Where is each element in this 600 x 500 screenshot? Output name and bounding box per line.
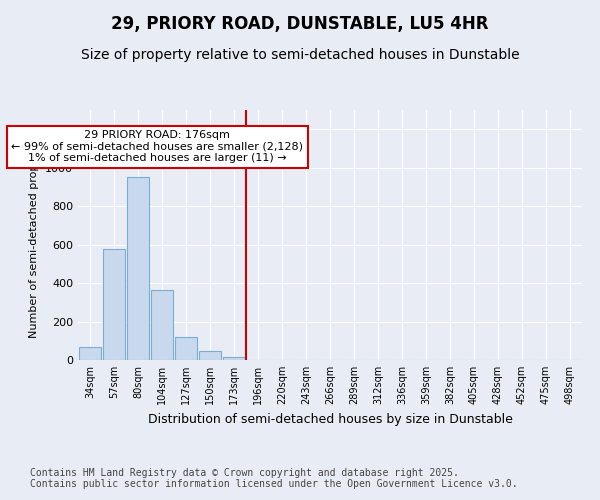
- Bar: [103, 250, 125, 360]
- Text: 29 PRIORY ROAD: 176sqm
← 99% of semi-detached houses are smaller (2,128)
1% of s: 29 PRIORY ROAD: 176sqm ← 99% of semi-det…: [11, 130, 303, 164]
- Y-axis label: Number of semi-detached properties: Number of semi-detached properties: [29, 132, 40, 338]
- X-axis label: Distribution of semi-detached houses by size in Dunstable: Distribution of semi-detached houses by …: [148, 412, 512, 426]
- Bar: [223, 357, 245, 360]
- Text: 29, PRIORY ROAD, DUNSTABLE, LU5 4HR: 29, PRIORY ROAD, DUNSTABLE, LU5 4HR: [111, 15, 489, 33]
- Text: Size of property relative to semi-detached houses in Dunstable: Size of property relative to semi-detach…: [80, 48, 520, 62]
- Bar: [127, 178, 149, 360]
- Text: Contains HM Land Registry data © Crown copyright and database right 2025.
Contai: Contains HM Land Registry data © Crown c…: [30, 468, 518, 489]
- Bar: [175, 337, 197, 360]
- Bar: [199, 352, 221, 360]
- Bar: [79, 346, 101, 360]
- Bar: [151, 290, 173, 360]
